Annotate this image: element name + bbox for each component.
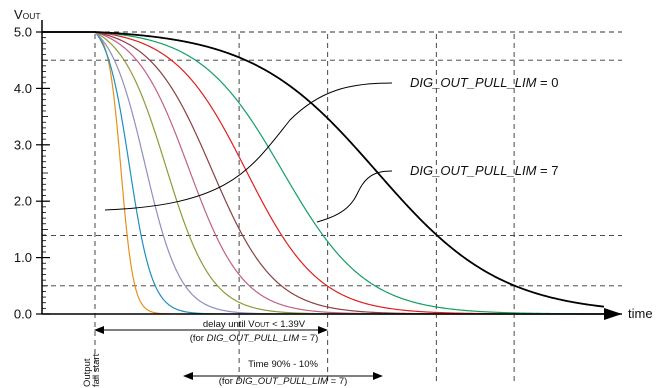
grid-lines xyxy=(42,31,622,384)
svg-text:Output: Output xyxy=(82,358,93,387)
x-axis-arrowhead xyxy=(604,308,622,320)
annotation-lim-0: DIG_OUT_PULL_LIM = 0 xyxy=(410,75,558,90)
y-tick-label: 5.0 xyxy=(14,25,32,40)
y-minor-ticks xyxy=(42,37,48,309)
y-tick-label: 1.0 xyxy=(14,250,32,265)
y-axis-label: VOUT xyxy=(14,7,41,22)
lim7-leader xyxy=(316,170,393,223)
svg-text:fall start: fall start xyxy=(91,353,102,387)
fall-start-label: Output fall start xyxy=(82,353,102,387)
y-tick-labels: 0.0 1.0 2.0 3.0 4.0 5.0 xyxy=(14,25,50,322)
lim0-leader xyxy=(104,82,393,211)
fall-time-for-label: (for DIG_OUT_PULL_LIM = 7) xyxy=(219,376,348,387)
y-tick-label: 4.0 xyxy=(14,81,32,96)
vout-curve xyxy=(42,31,605,308)
y-tick-label: 0.0 xyxy=(14,307,32,322)
vout-curve xyxy=(42,31,604,315)
delay-for-label: (for DIG_OUT_PULL_LIM = 7) xyxy=(190,333,319,344)
fall-time-label: Time 90% - 10% xyxy=(248,359,318,370)
y-tick-label: 3.0 xyxy=(14,137,32,152)
y-tick-label: 2.0 xyxy=(14,194,32,209)
delay-label: delay until VOUT < 1.39V xyxy=(203,319,306,330)
x-axis-label: time xyxy=(628,306,653,321)
annotation-lim-7: DIG_OUT_PULL_LIM = 7 xyxy=(410,163,558,178)
